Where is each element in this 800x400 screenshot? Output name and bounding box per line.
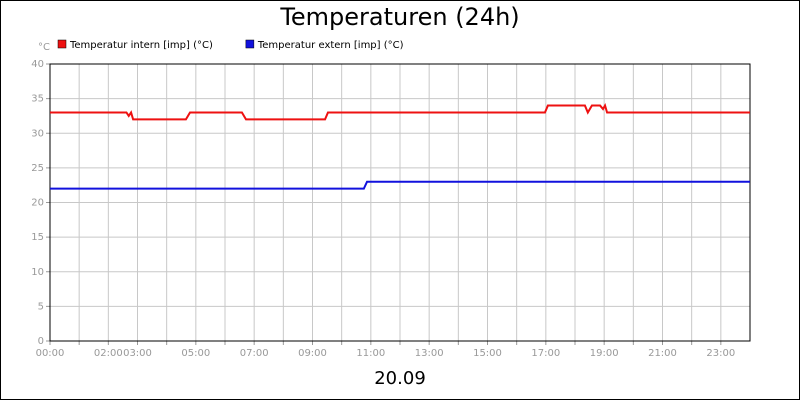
y-tick-label: 5 — [38, 301, 44, 312]
x-tick-label: 00:00 — [36, 348, 65, 359]
plot-border — [49, 63, 751, 342]
x-tick-label: 15:00 — [473, 348, 502, 359]
chart-title: Temperaturen (24h) — [279, 3, 519, 31]
legend-label: Temperatur extern [imp] (°C) — [257, 40, 404, 51]
legend-label: Temperatur intern [imp] (°C) — [69, 40, 213, 51]
x-tick-label: 13:00 — [415, 348, 444, 359]
x-tick-label: 02:00 — [94, 348, 123, 359]
legend-swatch — [57, 39, 67, 49]
y-tick-label: 10 — [31, 267, 44, 278]
x-tick-label: 05:00 — [181, 348, 210, 359]
x-tick-label: 21:00 — [648, 348, 677, 359]
y-tick-label: 35 — [31, 94, 44, 105]
y-tick-label: 25 — [31, 163, 44, 174]
y-tick-label: 30 — [31, 128, 44, 139]
y-tick-label: 0 — [38, 336, 44, 347]
y-tick-label: 20 — [31, 198, 44, 209]
line — [50, 103, 750, 121]
legend-swatch — [245, 39, 255, 49]
x-tick-label: 17:00 — [531, 348, 560, 359]
y-axis-label: °C — [38, 42, 50, 53]
x-axis-label: 20.09 — [374, 368, 426, 389]
y-tick-label: 40 — [31, 59, 44, 70]
x-tick-label: 11:00 — [356, 348, 385, 359]
x-tick-label: 09:00 — [298, 348, 327, 359]
x-tick-label: 23:00 — [706, 348, 735, 359]
line — [50, 180, 750, 190]
x-tick-label: 19:00 — [590, 348, 619, 359]
x-tick-label: 07:00 — [240, 348, 269, 359]
y-tick-label: 15 — [31, 232, 44, 243]
x-tick-label: 03:00 — [123, 348, 152, 359]
